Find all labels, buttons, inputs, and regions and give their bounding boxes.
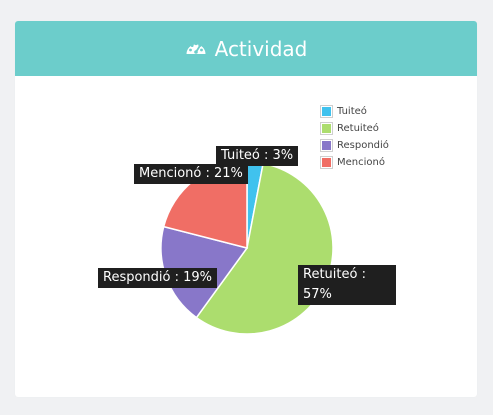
legend-item: Respondió [320,137,389,154]
legend-swatch [320,122,333,135]
legend-swatch [320,156,333,169]
legend-label: Mencionó [337,157,385,168]
card-header: Actividad [15,21,477,76]
legend-label: Retuiteó [337,123,379,134]
dashboard-gauge-icon [186,41,206,54]
legend-item: Mencionó [320,154,389,171]
card-title: Actividad [214,36,308,61]
data-label-respondio: Respondió : 19% [98,268,218,288]
legend-item: Retuiteó [320,120,389,137]
legend-label: Tuiteó [337,106,367,117]
data-label-tuiteo: Tuiteó : 3% [216,146,299,166]
legend-swatch [320,105,333,118]
legend-swatch [320,139,333,152]
data-label-menciono: Mencionó : 21% [134,164,248,184]
data-label-retuiteo: Retuiteó : 57% [298,265,396,305]
legend-label: Respondió [337,140,389,151]
legend-item: Tuiteó [320,103,389,120]
chart-legend: Tuiteó Retuiteó Respondió Mencionó [320,103,389,171]
